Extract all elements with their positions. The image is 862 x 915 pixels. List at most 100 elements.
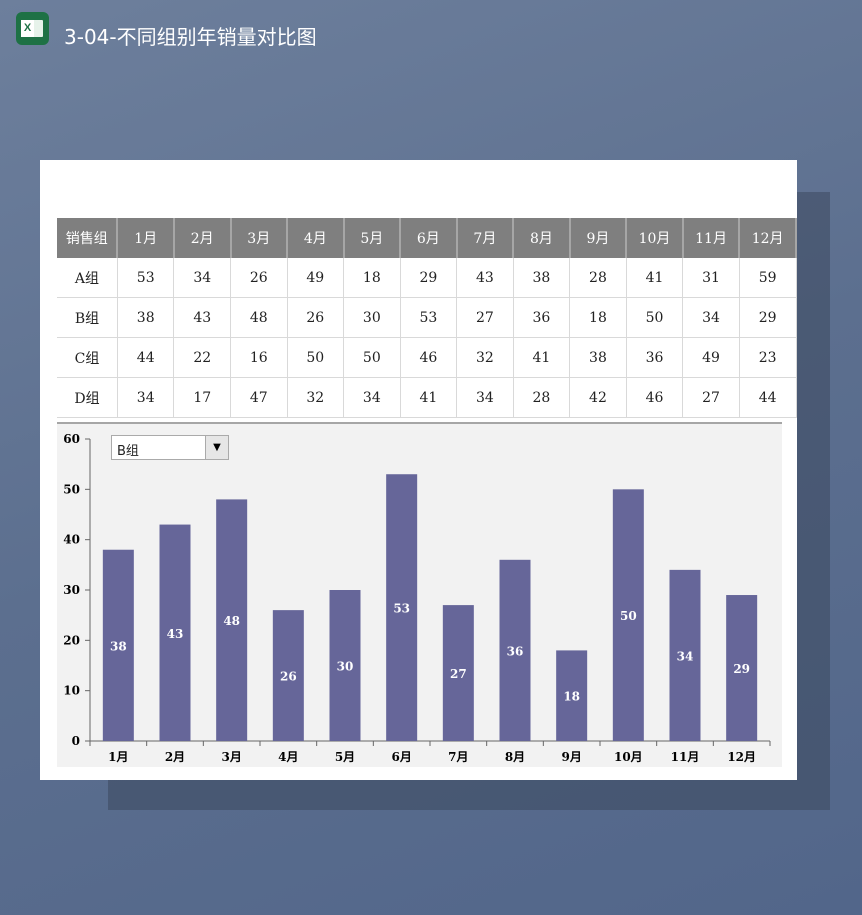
table-header-row: 销售组 1月 2月 3月 4月 5月 6月 7月 8月 9月 10月 11月 12月	[57, 218, 797, 258]
y-tick-label: 50	[63, 482, 80, 496]
column-header: 10月	[626, 218, 684, 258]
value-cell[interactable]: 50	[343, 337, 401, 378]
value-cell[interactable]: 44	[739, 377, 797, 418]
value-cell[interactable]: 36	[626, 337, 684, 378]
value-cell[interactable]: 44	[117, 337, 175, 378]
data-label: 34	[677, 649, 694, 663]
bar	[442, 605, 474, 741]
dropdown-arrow-icon[interactable]: ▼	[205, 436, 228, 459]
column-header: 6月	[400, 218, 458, 258]
value-cell[interactable]: 16	[230, 337, 288, 378]
value-cell[interactable]: 17	[173, 377, 231, 418]
value-cell[interactable]: 53	[117, 258, 175, 298]
data-label: 27	[450, 667, 467, 681]
x-tick-label: 10月	[614, 750, 643, 764]
value-cell[interactable]: 47	[230, 377, 288, 418]
column-header: 8月	[513, 218, 571, 258]
value-cell[interactable]: 27	[456, 297, 514, 338]
sheet-panel: 销售组 1月 2月 3月 4月 5月 6月 7月 8月 9月 10月 11月 12月 A组 53 34 26 4…	[40, 160, 797, 780]
value-cell[interactable]: 28	[513, 377, 571, 418]
value-cell[interactable]: 50	[287, 337, 345, 378]
x-tick-label: 1月	[108, 750, 128, 764]
column-header: 2月	[173, 218, 232, 258]
value-cell[interactable]: 38	[117, 297, 175, 338]
x-tick-label: 2月	[165, 750, 185, 764]
value-cell[interactable]: 43	[456, 258, 514, 298]
window-title: 3-04-不同组别年销量对比图	[64, 25, 317, 49]
value-cell[interactable]: 23	[739, 337, 797, 378]
value-cell[interactable]: 36	[513, 297, 571, 338]
value-cell[interactable]: 29	[400, 258, 458, 298]
value-cell[interactable]: 26	[287, 297, 345, 338]
value-cell[interactable]: 43	[173, 297, 231, 338]
chart-area: 0 10 20 30 40 50 60 38 1月 43 2月 48 3月 26 4月 30 5月 53 6月 27 7…	[57, 422, 782, 767]
x-tick-label: 3月	[221, 750, 241, 764]
table-row: D组 34 17 47 32 34 41 34 28 42 46 27 44	[57, 377, 797, 418]
value-cell[interactable]: 34	[682, 297, 740, 338]
value-cell[interactable]: 48	[230, 297, 288, 338]
value-cell[interactable]: 31	[682, 258, 740, 298]
value-cell[interactable]: 34	[173, 258, 231, 298]
value-cell[interactable]: 29	[739, 297, 797, 338]
group-cell[interactable]: A组	[57, 258, 118, 298]
value-cell[interactable]: 18	[569, 297, 627, 338]
x-tick-label: 12月	[727, 750, 756, 764]
group-cell[interactable]: B组	[57, 297, 118, 338]
bar	[159, 524, 191, 741]
bar	[669, 569, 701, 741]
column-header: 5月	[343, 218, 402, 258]
title-bar: X 3-04-不同组别年销量对比图	[0, 0, 862, 70]
value-cell[interactable]: 18	[343, 258, 401, 298]
value-cell[interactable]: 32	[456, 337, 514, 378]
y-tick-label: 30	[63, 583, 80, 597]
column-header: 销售组	[57, 218, 119, 258]
group-cell[interactable]: D组	[57, 377, 118, 418]
value-cell[interactable]: 59	[739, 258, 797, 298]
value-cell[interactable]: 49	[682, 337, 740, 378]
bar	[102, 549, 134, 741]
value-cell[interactable]: 41	[513, 337, 571, 378]
value-cell[interactable]: 49	[287, 258, 345, 298]
value-cell[interactable]: 53	[400, 297, 458, 338]
value-cell[interactable]: 41	[626, 258, 684, 298]
value-cell[interactable]: 46	[626, 377, 684, 418]
data-label: 38	[110, 639, 127, 653]
table-row: B组 38 43 48 26 30 53 27 36 18 50 34 29	[57, 297, 797, 338]
column-header: 3月	[230, 218, 289, 258]
x-tick-label: 5月	[335, 750, 355, 764]
data-label: 18	[563, 690, 580, 704]
group-selector[interactable]: B组 ▼	[111, 435, 229, 460]
value-cell[interactable]: 46	[400, 337, 458, 378]
x-tick-label: 6月	[391, 750, 411, 764]
value-cell[interactable]: 34	[117, 377, 175, 418]
value-cell[interactable]: 34	[456, 377, 514, 418]
value-cell[interactable]: 28	[569, 258, 627, 298]
x-tick-label: 7月	[448, 750, 468, 764]
group-selector-value: B组	[117, 444, 139, 459]
x-tick-label: 4月	[278, 750, 298, 764]
y-tick-label: 0	[72, 734, 80, 748]
x-tick-label: 8月	[505, 750, 525, 764]
value-cell[interactable]: 32	[287, 377, 345, 418]
data-label: 30	[337, 660, 354, 674]
table-row: C组 44 22 16 50 50 46 32 41 38 36 49 23	[57, 337, 797, 378]
bar	[726, 595, 758, 741]
data-label: 53	[393, 602, 410, 616]
value-cell[interactable]: 34	[343, 377, 401, 418]
data-label: 29	[733, 662, 750, 676]
value-cell[interactable]: 41	[400, 377, 458, 418]
value-cell[interactable]: 42	[569, 377, 627, 418]
value-cell[interactable]: 38	[569, 337, 627, 378]
value-cell[interactable]: 38	[513, 258, 571, 298]
value-cell[interactable]: 22	[173, 337, 231, 378]
column-header: 1月	[117, 218, 175, 258]
value-cell[interactable]: 27	[682, 377, 740, 418]
y-tick-label: 20	[63, 633, 80, 647]
value-cell[interactable]: 30	[343, 297, 401, 338]
group-cell[interactable]: C组	[57, 337, 118, 378]
y-tick-label: 40	[63, 533, 80, 547]
x-tick-label: 9月	[561, 750, 581, 764]
value-cell[interactable]: 50	[626, 297, 684, 338]
value-cell[interactable]: 26	[230, 258, 288, 298]
column-header: 4月	[287, 218, 345, 258]
